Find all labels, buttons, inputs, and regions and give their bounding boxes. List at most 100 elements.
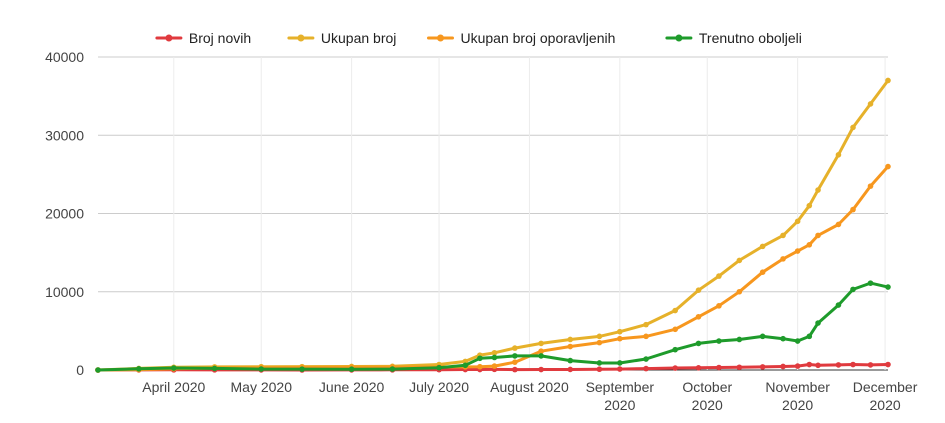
x-tick-label: April 2020 <box>142 379 205 395</box>
data-point <box>794 338 801 344</box>
data-point <box>695 287 702 293</box>
y-tick-label: 10000 <box>45 284 84 300</box>
data-point <box>815 320 821 326</box>
data-point <box>462 358 469 365</box>
data-point <box>780 256 786 262</box>
data-point <box>850 124 856 131</box>
data-point <box>867 183 874 189</box>
data-point <box>170 365 177 371</box>
data-point <box>716 303 722 309</box>
data-point <box>643 356 649 362</box>
data-point <box>567 336 574 343</box>
data-point <box>299 366 305 372</box>
data-point <box>695 340 702 347</box>
data-point <box>806 202 813 209</box>
legend-label: Ukupan broj oporavljenih <box>461 30 616 46</box>
data-point <box>258 366 265 372</box>
data-point <box>617 335 623 342</box>
data-point <box>780 335 786 342</box>
data-point <box>491 363 498 369</box>
x-tick-label-line: 2020 <box>870 397 901 413</box>
data-point <box>794 248 801 254</box>
legend-marker <box>165 34 173 42</box>
data-point <box>815 187 821 193</box>
data-point <box>867 101 874 107</box>
data-point <box>815 232 821 239</box>
x-tick-label-line: April 2020 <box>142 379 205 395</box>
data-point <box>672 346 678 353</box>
x-tick-label-line: October <box>682 379 732 395</box>
series-lines <box>95 77 891 373</box>
x-tick-label-line: August 2020 <box>490 379 569 395</box>
data-point <box>512 345 518 351</box>
series-line <box>96 165 890 372</box>
data-point <box>491 349 498 356</box>
legend-marker <box>437 34 444 42</box>
x-tick-label: May 2020 <box>231 379 293 395</box>
x-tick-label: November 2020 <box>765 379 830 413</box>
data-point <box>512 353 518 359</box>
legend-marker <box>675 34 683 42</box>
data-point <box>617 328 623 335</box>
x-tick-label: July 2020 <box>409 379 469 395</box>
axes: 0 10000 20000 30000 40000 April 2020 May 2020 J… <box>45 49 918 413</box>
data-point <box>567 357 574 364</box>
data-point <box>716 364 722 371</box>
x-tick-label-line: September <box>586 379 655 395</box>
data-point <box>885 284 891 290</box>
legend-label: Ukupan broj <box>321 30 397 46</box>
x-tick-label-line: July 2020 <box>409 379 469 395</box>
data-point <box>815 362 821 369</box>
legend-label: Broj novih <box>189 30 251 46</box>
data-point <box>850 206 856 213</box>
data-point <box>794 218 801 225</box>
data-point <box>672 326 678 333</box>
legend-marker <box>297 34 305 42</box>
data-point <box>835 221 842 228</box>
data-point <box>794 363 801 369</box>
data-point <box>867 280 874 286</box>
data-point <box>835 362 842 368</box>
data-point <box>695 365 702 371</box>
data-point <box>736 288 743 295</box>
x-tick-label: August 2020 <box>490 379 569 395</box>
data-point <box>850 361 856 368</box>
data-point <box>596 339 603 346</box>
data-point <box>759 269 766 275</box>
series-line <box>96 79 890 372</box>
data-point <box>462 362 469 369</box>
data-point <box>617 360 623 366</box>
data-point <box>672 365 678 371</box>
data-point <box>835 302 842 308</box>
data-point <box>716 273 722 279</box>
x-tick-label-line: November <box>765 379 830 395</box>
y-tick-label: 40000 <box>45 49 84 65</box>
data-point <box>491 354 498 361</box>
data-point <box>759 243 766 250</box>
x-tick-label-line: December <box>853 379 918 395</box>
data-point <box>617 366 623 372</box>
data-point <box>736 257 743 264</box>
data-point <box>596 366 603 373</box>
y-tick-label: 0 <box>76 362 84 378</box>
x-tick-label-line: May 2020 <box>231 379 293 395</box>
x-tick-label-line: June 2020 <box>319 379 385 395</box>
data-point <box>538 340 544 347</box>
legend-label: Trenutno oboljeli <box>699 30 802 46</box>
data-point <box>596 360 603 366</box>
y-tick-label: 30000 <box>45 127 84 143</box>
data-point <box>136 366 142 372</box>
data-point <box>850 286 856 293</box>
data-point <box>736 336 743 343</box>
gridlines <box>98 56 888 371</box>
data-point <box>780 232 786 239</box>
data-point <box>389 366 396 372</box>
data-point <box>596 333 603 340</box>
data-point <box>780 363 786 370</box>
data-point <box>643 333 649 340</box>
x-tick-label-line: 2020 <box>604 397 635 413</box>
data-point <box>759 364 766 370</box>
data-point <box>436 364 442 371</box>
x-tick-label: September 2020 <box>586 379 655 413</box>
